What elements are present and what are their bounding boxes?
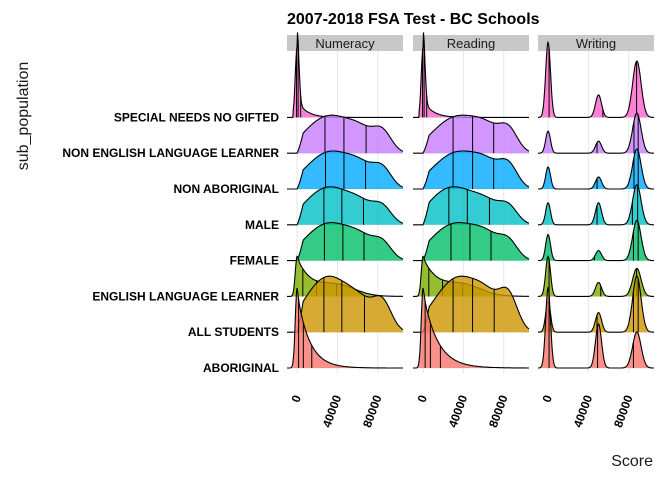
facet-label-numeracy: Numeracy: [315, 36, 375, 51]
ridge-fill: [287, 186, 403, 225]
chart-title: 2007-2018 FSA Test - BC Schools: [287, 11, 540, 28]
ridge-outline: [538, 40, 654, 118]
ridge-fill: [287, 32, 403, 118]
ridge-aboriginal-writing: [538, 285, 654, 369]
ridge-fill: [538, 184, 654, 225]
category-label-special-needs-no-gifted: SPECIAL NEEDS NO GIFTED: [114, 110, 279, 124]
x-tick-label: 0: [288, 393, 304, 404]
ridge-female-numeracy: [287, 222, 404, 262]
facet-strip-writing: [538, 35, 654, 51]
ridge-outline: [413, 275, 530, 333]
category-label-male: MALE: [245, 218, 279, 232]
ridge-female-writing: [538, 220, 654, 262]
ridge-fill: [538, 113, 654, 154]
x-tick-label: 80000: [611, 393, 636, 429]
ridge-special-needs-no-gifted-writing: [538, 40, 654, 118]
ridges: [287, 32, 654, 369]
category-label-non-aboriginal: NON ABORIGINAL: [173, 182, 279, 196]
category-label-non-english-language-learner: NON ENGLISH LANGUAGE LEARNER: [62, 146, 279, 160]
ridge-non-english-language-learner-reading: [413, 114, 530, 154]
ridge-fill: [538, 276, 654, 333]
ridge-outline: [413, 222, 530, 262]
category-label-all-students: ALL STUDENTS: [188, 325, 279, 339]
ridge-outline: [413, 287, 529, 369]
ridge-fill: [287, 222, 403, 261]
ridge-fill: [538, 149, 654, 189]
ridge-all-students-writing: [538, 275, 654, 333]
ridge-outline: [413, 114, 530, 154]
ridge-aboriginal-numeracy: [287, 287, 403, 369]
ridge-fill: [538, 220, 654, 261]
ridge-outline: [287, 114, 404, 154]
ridge-fill: [413, 32, 529, 118]
ridge-non-english-language-learner-writing: [538, 112, 654, 154]
ridge-non-aboriginal-reading: [413, 150, 530, 190]
facet-label-reading: Reading: [447, 36, 495, 51]
ridge-male-numeracy: [287, 186, 404, 226]
x-tick-label: 80000: [360, 393, 385, 429]
ridge-fill: [413, 288, 529, 368]
ridge-fill: [287, 276, 403, 333]
ridge-outline: [287, 150, 404, 190]
ridge-fill: [538, 288, 654, 368]
x-tick-label: 0: [414, 393, 430, 404]
facet-strips: Numeracy Reading Writing: [287, 35, 654, 51]
category-label-english-language-learner: ENGLISH LANGUAGE LEARNER: [92, 289, 279, 303]
category-label-aboriginal: ABORIGINAL: [203, 361, 279, 375]
ridge-outline: [538, 112, 654, 154]
ridge-fill: [413, 256, 529, 297]
x-tick-labels: 0 40000 80000 0 40000 80000 0 40000 80000: [288, 393, 635, 429]
ridge-outline: [287, 275, 404, 333]
ridge-outline: [287, 287, 403, 369]
ridge-outline: [538, 255, 654, 297]
facet-strip-numeracy: [287, 35, 403, 51]
ridge-male-writing: [538, 184, 654, 226]
ridge-fill: [287, 115, 403, 154]
y-axis-title: sub_population: [15, 62, 32, 171]
ridge-fill: [413, 115, 529, 154]
category-label-female: FEMALE: [230, 254, 279, 268]
ridge-all-students-numeracy: [287, 275, 404, 333]
x-tick-label: 40000: [320, 393, 345, 429]
ridge-outline: [538, 148, 654, 190]
ridge-female-reading: [413, 222, 530, 262]
ridge-non-english-language-learner-numeracy: [287, 114, 404, 154]
ridge-fill: [538, 256, 654, 297]
ridge-outline: [287, 222, 404, 262]
ridge-outline: [538, 275, 654, 333]
x-tick-label: 40000: [446, 393, 471, 429]
ridge-fill: [413, 186, 529, 225]
ridge-outline: [538, 220, 654, 262]
ridge-outline: [287, 186, 404, 226]
x-tick-label: 40000: [571, 393, 596, 429]
ridge-outline: [538, 285, 654, 369]
ridge-all-students-reading: [413, 275, 530, 333]
x-tick-label: 0: [539, 393, 555, 404]
ridge-fill: [287, 151, 403, 189]
ridge-outline: [413, 186, 530, 226]
ridge-aboriginal-reading: [413, 287, 529, 369]
ridge-outline: [413, 150, 530, 190]
category-labels: ABORIGINAL ALL STUDENTS ENGLISH LANGUAGE L…: [62, 110, 279, 375]
ridge-outline: [538, 184, 654, 226]
ridge-male-reading: [413, 186, 530, 226]
ridge-non-aboriginal-numeracy: [287, 150, 404, 190]
ridge-fill: [413, 151, 529, 189]
facet-strip-reading: [413, 35, 529, 51]
facet-label-writing: Writing: [576, 36, 616, 51]
ridge-non-aboriginal-writing: [538, 148, 654, 190]
ridge-fill: [413, 276, 529, 333]
x-axis-title: Score: [611, 453, 653, 470]
ridge-fill: [413, 222, 529, 261]
x-tick-label: 80000: [486, 393, 511, 429]
